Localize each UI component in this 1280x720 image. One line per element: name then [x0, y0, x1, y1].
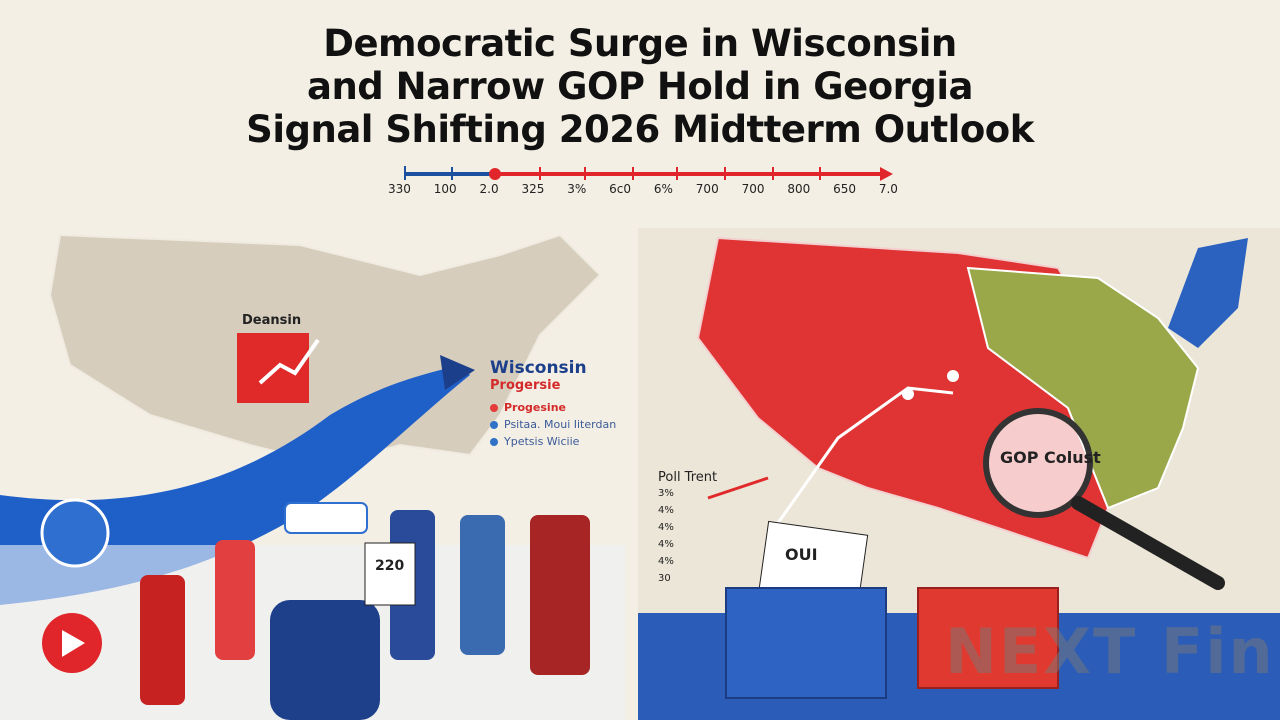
map-label: Deansin	[242, 313, 302, 328]
ballot-text: OUI	[785, 545, 818, 564]
emblem-icon	[40, 498, 110, 568]
northeast-blue	[1168, 238, 1248, 348]
tick-label: 700	[741, 182, 765, 196]
scale-bar	[404, 166, 893, 181]
poll-row: 3%	[658, 488, 674, 499]
legend-heading: Wisconsin	[490, 358, 587, 378]
tick-label: 330	[388, 182, 411, 196]
blue-ballot-box	[725, 587, 887, 699]
watermark-logo: NEXT Fin	[945, 615, 1275, 688]
poll-row: 30	[658, 573, 671, 584]
poll-row: 4%	[658, 522, 674, 533]
us-map-gray	[48, 233, 602, 467]
poll-row: 4%	[658, 539, 674, 550]
tick-label: 7.0	[878, 182, 898, 196]
tick-label: 650	[833, 182, 856, 196]
chat-bubble-icon	[284, 502, 368, 534]
tick-label: 3%	[567, 182, 587, 196]
legend-item: Psitaa. Moui Iiterdan	[490, 418, 616, 431]
magnifier-lens	[983, 408, 1093, 518]
headline-line-3: Signal Shifting 2026 Midtterm Outlook	[246, 108, 1034, 151]
headline-line-1: Democratic Surge in Wisconsin	[323, 22, 957, 65]
sign-text: 220	[375, 558, 404, 574]
eastern-states	[966, 266, 1200, 510]
scale-tick-labels: 330 100 2.0 325 3% 6c0 6% 700 700 800 65…	[388, 182, 898, 196]
red-ballot-box	[917, 587, 1059, 689]
tick-label: 100	[433, 182, 457, 196]
poll-row: 4%	[658, 556, 674, 567]
sign	[364, 542, 416, 606]
tick-label: 700	[695, 182, 719, 196]
headline: Democratic Surge in Wisconsin and Narrow…	[0, 22, 1280, 151]
magnifier-text: GOP Colust	[1000, 448, 1101, 467]
legend-item: Ypetsis Wiciie	[490, 435, 616, 448]
tick-label: 2.0	[479, 182, 499, 196]
magnifier-handle	[1071, 496, 1225, 590]
tick-label: 325	[521, 182, 545, 196]
poll-trend-title: Poll Trent	[658, 470, 718, 485]
legend-subheading: Progersie	[490, 378, 561, 393]
tick-label: 6c0	[609, 182, 632, 196]
left-illustration: 220	[0, 233, 625, 720]
trend-line	[776, 386, 954, 524]
right-illustration	[638, 228, 1280, 720]
poll-trend: Poll Trent 3% 4% 4% 4% 4% 30	[658, 470, 717, 587]
legend-item: Progesine	[490, 401, 616, 414]
headline-line-2: and Narrow GOP Hold in Georgia	[306, 65, 974, 108]
poll-row: 4%	[658, 505, 674, 516]
tick-label: 6%	[653, 182, 673, 196]
wisconsin-legend: Wisconsin Progersie Progesine Psitaa. Mo…	[490, 358, 616, 448]
tick-label: 800	[787, 182, 811, 196]
